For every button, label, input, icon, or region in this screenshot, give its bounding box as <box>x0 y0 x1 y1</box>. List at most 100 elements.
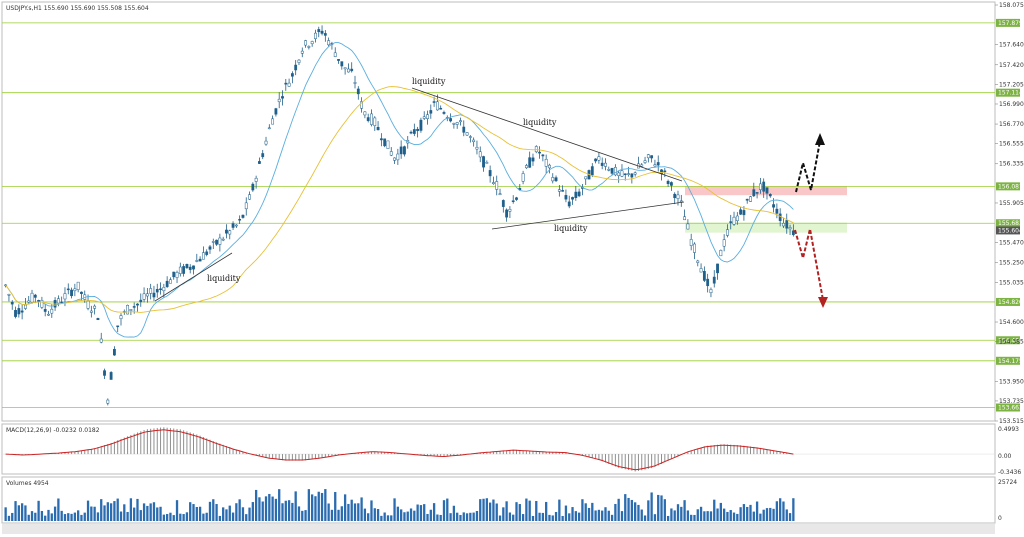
price-tick-label: 154.385 <box>999 339 1024 346</box>
volume-bar <box>699 506 703 521</box>
candle-body <box>218 237 222 245</box>
volume-bar <box>192 504 195 521</box>
candle-body <box>284 82 288 85</box>
volume-bar <box>353 503 357 521</box>
volume-bar <box>281 503 284 521</box>
price-tick-label: 153.735 <box>999 398 1024 405</box>
volume-bar <box>212 499 215 521</box>
volume-bar <box>732 512 736 521</box>
bullish-projection-arrow <box>795 140 821 193</box>
candle-body <box>699 268 703 273</box>
volume-bar <box>726 511 729 521</box>
volume-bar <box>142 503 146 521</box>
volume-bar <box>462 512 465 521</box>
liquidity-label-top: liquidity <box>412 77 446 86</box>
candle-body <box>149 288 153 294</box>
price-axis: 158.075 157.640 157.420 157.205 156.990 156.7… <box>995 2 1024 425</box>
volume-bar <box>521 514 525 521</box>
candle-body <box>475 146 479 150</box>
volume-bar <box>446 498 449 521</box>
ma-slow-line <box>5 86 794 313</box>
level-tag-label: 154.400 <box>998 337 1023 344</box>
candle-body <box>630 173 634 178</box>
candle-body <box>505 209 509 218</box>
volume-bar <box>139 510 142 521</box>
volume-bar <box>643 515 647 521</box>
demand-zone <box>685 222 847 233</box>
candle-body <box>472 139 476 143</box>
volume-bar <box>617 498 620 521</box>
volume-bar <box>426 513 429 521</box>
volume-bar <box>673 510 676 521</box>
candle-body <box>416 128 420 131</box>
candle-body <box>337 59 340 61</box>
volume-bar <box>34 512 37 521</box>
volume-bar <box>80 514 83 521</box>
candle-body <box>607 169 611 171</box>
volume-bar <box>561 515 564 521</box>
level-tag <box>996 182 1020 191</box>
volume-bar <box>254 489 258 521</box>
volume-bar <box>73 512 77 521</box>
candle-body <box>261 153 265 158</box>
candle-body <box>234 224 238 227</box>
volume-bar <box>755 501 759 521</box>
volume-bar <box>614 503 617 521</box>
candle-body <box>350 68 354 72</box>
candle-body <box>333 52 337 57</box>
candle-body <box>244 202 248 210</box>
candle-body <box>399 146 403 155</box>
candle-body <box>185 263 189 269</box>
volume-bar <box>429 509 432 521</box>
volume-bar <box>304 510 307 521</box>
volume-bar <box>746 506 749 521</box>
candle-body <box>646 154 650 159</box>
candle-body <box>508 209 512 212</box>
candle-body <box>696 260 700 263</box>
volume-bar <box>261 501 264 521</box>
level-tag <box>996 219 1020 228</box>
volume-bar <box>633 502 637 521</box>
volume-bar <box>610 514 614 521</box>
candle-body <box>175 272 179 278</box>
volume-bar <box>57 498 60 521</box>
volume-bar <box>650 492 653 521</box>
volume-bar <box>680 506 683 521</box>
volume-bar <box>268 493 271 521</box>
candle-body <box>663 170 667 173</box>
candle-body <box>24 304 27 309</box>
volume-bar <box>129 498 133 521</box>
candle-body <box>515 197 518 200</box>
candle-body <box>775 208 779 214</box>
candle-body <box>686 223 690 230</box>
candle-body <box>20 310 24 313</box>
price-tick-label: 156.335 <box>999 161 1024 168</box>
volume-bar <box>782 501 785 521</box>
candle-body <box>66 288 70 291</box>
price-tick-label: 154.600 <box>999 319 1024 326</box>
candle-body <box>412 129 416 134</box>
level-tag-label: 157.114 <box>998 90 1023 97</box>
volume-bar <box>182 514 185 521</box>
price-tick-label: 157.640 <box>999 42 1024 49</box>
candle-body <box>165 280 169 287</box>
volume-bar <box>518 504 521 521</box>
volume-bar <box>109 503 113 521</box>
volume-bar <box>258 497 261 521</box>
candle-body <box>739 209 743 215</box>
candle-body <box>188 266 192 270</box>
volume-bar <box>488 502 492 521</box>
volume-bar <box>327 503 330 521</box>
volume-bar <box>637 504 640 521</box>
volume-bar <box>475 510 479 521</box>
volume-bar <box>100 499 103 521</box>
volume-bar <box>788 513 792 521</box>
volume-bar <box>11 512 14 521</box>
volume-bar <box>363 508 367 521</box>
trendline-upper <box>411 87 683 182</box>
volume-bar <box>136 498 139 521</box>
candle-body <box>132 306 136 308</box>
price-tick-label: 155.905 <box>999 200 1024 207</box>
candle-body <box>347 68 350 73</box>
liquidity-label-low: liquidity <box>554 224 588 233</box>
